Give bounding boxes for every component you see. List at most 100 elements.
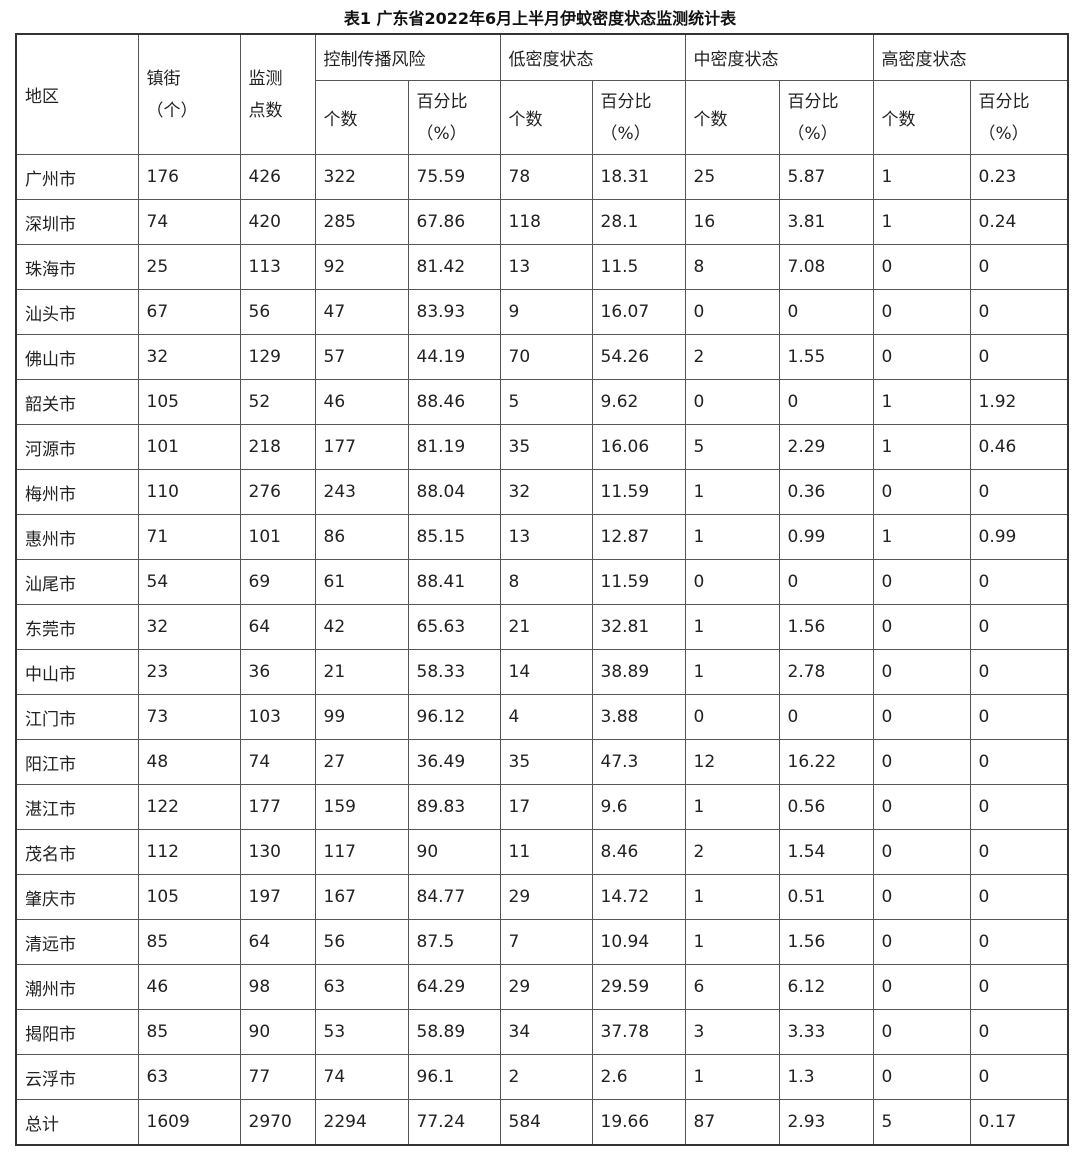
table-body: 广州市 176 426 322 75.59 78 18.31 25 5.87 1 0.23 深圳市 74… <box>15 154 1069 1146</box>
value-cell: 63 <box>137 1054 241 1100</box>
value-cell: 0 <box>969 1054 1069 1100</box>
value-cell: 92 <box>314 244 409 290</box>
value-cell: 0 <box>969 739 1069 785</box>
table-row: 东莞市 32 64 42 65.63 21 32.81 1 1.56 0 0 <box>15 604 1069 650</box>
value-cell: 35 <box>499 424 593 470</box>
value-cell: 5.87 <box>778 154 874 200</box>
value-cell: 81.19 <box>407 424 501 470</box>
header-percent: 百分比 （%） <box>778 80 874 155</box>
header-row-1: 地区 镇街 （个） 监测 点数 控制传播风险 低密度状态 中密度状态 高密度状态 <box>15 33 1069 155</box>
value-cell: 81.42 <box>407 244 501 290</box>
value-cell: 96.1 <box>407 1054 501 1100</box>
region-cell: 中山市 <box>15 649 139 695</box>
value-cell: 1.3 <box>778 1054 874 1100</box>
region-cell: 汕尾市 <box>15 559 139 605</box>
value-cell: 122 <box>137 784 241 830</box>
value-cell: 16.22 <box>778 739 874 785</box>
value-cell: 23 <box>137 649 241 695</box>
header-count: 个数 <box>872 80 971 155</box>
value-cell: 1 <box>684 604 780 650</box>
value-cell: 13 <box>499 514 593 560</box>
value-cell: 276 <box>239 469 316 515</box>
header-percent: 百分比 （%） <box>407 80 501 155</box>
value-cell: 35 <box>499 739 593 785</box>
header-row-2: 个数 百分比 （%） 个数 百分比 （%） 个数 百分比 （%） 个数 百分比 （%） <box>16 80 1069 155</box>
header-group-low: 低密度状态 <box>499 33 686 81</box>
region-cell: 河源市 <box>15 424 139 470</box>
region-cell: 湛江市 <box>15 784 139 830</box>
value-cell: 2.93 <box>778 1099 874 1146</box>
value-cell: 5 <box>684 424 780 470</box>
value-cell: 105 <box>137 379 241 425</box>
value-cell: 0 <box>872 1054 971 1100</box>
header-percent: 百分比 （%） <box>591 80 686 155</box>
region-cell: 韶关市 <box>15 379 139 425</box>
value-cell: 11.59 <box>591 469 686 515</box>
value-cell: 85 <box>137 1009 241 1055</box>
value-cell: 177 <box>239 784 316 830</box>
value-cell: 2 <box>684 829 780 875</box>
value-cell: 98 <box>239 964 316 1010</box>
value-cell: 38.89 <box>591 649 686 695</box>
region-cell: 茂名市 <box>15 829 139 875</box>
value-cell: 32 <box>137 334 241 380</box>
value-cell: 21 <box>499 604 593 650</box>
value-cell: 2970 <box>239 1099 316 1146</box>
value-cell: 87 <box>684 1099 780 1146</box>
value-cell: 0 <box>778 289 874 335</box>
value-cell: 584 <box>499 1099 593 1146</box>
table-row: 梅州市 110 276 243 88.04 32 11.59 1 0.36 0 0 <box>15 469 1069 515</box>
value-cell: 99 <box>314 694 409 740</box>
value-cell: 47 <box>314 289 409 335</box>
region-cell: 深圳市 <box>15 199 139 245</box>
region-cell: 惠州市 <box>15 514 139 560</box>
value-cell: 10.94 <box>591 919 686 965</box>
value-cell: 27 <box>314 739 409 785</box>
value-cell: 1.56 <box>778 604 874 650</box>
header-towns: 镇街 （个） <box>137 33 241 155</box>
value-cell: 1 <box>684 919 780 965</box>
value-cell: 16.07 <box>591 289 686 335</box>
value-cell: 53 <box>314 1009 409 1055</box>
table-row: 汕尾市 54 69 61 88.41 8 11.59 0 0 0 0 <box>15 559 1069 605</box>
value-cell: 1.54 <box>778 829 874 875</box>
header-points-line1: 监测 <box>248 68 283 89</box>
header-count: 个数 <box>314 80 409 155</box>
value-cell: 129 <box>239 334 316 380</box>
value-cell: 0 <box>969 649 1069 695</box>
value-cell: 2.78 <box>778 649 874 695</box>
header-percent-line1: 百分比 <box>416 91 468 112</box>
value-cell: 74 <box>137 199 241 245</box>
value-cell: 0 <box>969 604 1069 650</box>
value-cell: 0 <box>872 1009 971 1055</box>
region-cell: 清远市 <box>15 919 139 965</box>
value-cell: 11.59 <box>591 559 686 605</box>
value-cell: 0.23 <box>969 154 1069 200</box>
value-cell: 0 <box>684 559 780 605</box>
value-cell: 78 <box>499 154 593 200</box>
table-row: 云浮市 63 77 74 96.1 2 2.6 1 1.3 0 0 <box>15 1054 1069 1100</box>
value-cell: 11 <box>499 829 593 875</box>
table-row: 茂名市 112 130 117 90 11 8.46 2 1.54 0 0 <box>15 829 1069 875</box>
region-cell: 梅州市 <box>15 469 139 515</box>
value-cell: 1 <box>872 424 971 470</box>
value-cell: 0 <box>684 289 780 335</box>
value-cell: 25 <box>137 244 241 290</box>
table-row: 韶关市 105 52 46 88.46 5 9.62 0 0 1 1.92 <box>15 379 1069 425</box>
value-cell: 0 <box>778 559 874 605</box>
value-cell: 7 <box>499 919 593 965</box>
value-cell: 0 <box>969 694 1069 740</box>
value-cell: 1609 <box>137 1099 241 1146</box>
value-cell: 177 <box>314 424 409 470</box>
value-cell: 1 <box>684 514 780 560</box>
value-cell: 47.3 <box>591 739 686 785</box>
value-cell: 0 <box>872 649 971 695</box>
table-row: 广州市 176 426 322 75.59 78 18.31 25 5.87 1 0.23 <box>15 154 1069 200</box>
value-cell: 8 <box>684 244 780 290</box>
value-cell: 1 <box>684 784 780 830</box>
table-title: 表1 广东省2022年6月上半月伊蚊密度状态监测统计表 <box>343 9 737 28</box>
value-cell: 77.24 <box>407 1099 501 1146</box>
table-row: 肇庆市 105 197 167 84.77 29 14.72 1 0.51 0 0 <box>15 874 1069 920</box>
value-cell: 36.49 <box>407 739 501 785</box>
header-region: 地区 <box>15 33 139 155</box>
